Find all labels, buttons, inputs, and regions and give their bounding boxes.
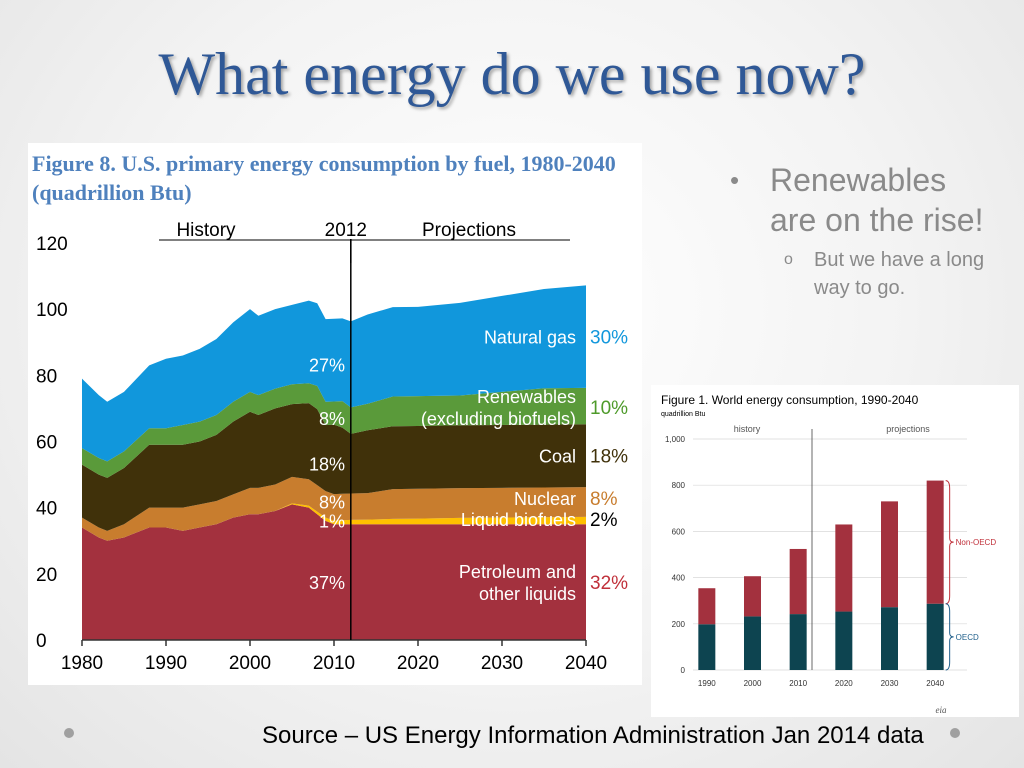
y-tick-label: 400 bbox=[672, 574, 686, 583]
bar-oecd bbox=[835, 611, 853, 670]
x-tick-label: 2030 bbox=[481, 653, 523, 674]
y-tick-label: 1,000 bbox=[665, 435, 686, 444]
percent-2040-5: 30% bbox=[590, 328, 628, 349]
source-caption: Source – US Energy Information Administr… bbox=[262, 722, 924, 749]
series-label-4: Renewables bbox=[477, 387, 576, 407]
y-tick-label: 0 bbox=[681, 666, 686, 675]
percent-2012-3: 18% bbox=[309, 455, 345, 475]
area-series-0 bbox=[82, 504, 586, 640]
x-tick-label: 2000 bbox=[744, 679, 762, 688]
slide-title: What energy do we use now? bbox=[158, 41, 866, 107]
x-tick-label: 2040 bbox=[565, 653, 607, 674]
header-projections: projections bbox=[886, 424, 930, 434]
bar-non-oecd bbox=[789, 548, 807, 615]
y-tick-label: 120 bbox=[36, 234, 68, 255]
x-tick-label: 1990 bbox=[145, 653, 187, 674]
world-energy-bar-chart: Figure 1. World energy consumption, 1990… bbox=[661, 393, 997, 715]
area-series-5 bbox=[82, 285, 586, 462]
area-series-2 bbox=[82, 476, 586, 541]
bullet-item: • Renewables are on the rise! bbox=[730, 160, 1000, 240]
nav-dot-left-icon bbox=[64, 728, 74, 738]
x-tick-label: 2020 bbox=[835, 679, 853, 688]
header-2012: 2012 bbox=[325, 220, 367, 241]
us-energy-chart-panel: 1980 1990 2000 2010 2020 2030 2040 0 20 40 60 80 100… bbox=[28, 143, 642, 685]
header-history: History bbox=[176, 220, 236, 241]
percent-2040-1: 2% bbox=[590, 510, 618, 531]
series-label-0: other liquids bbox=[479, 584, 576, 604]
x-tick-label: 2000 bbox=[229, 653, 271, 674]
area-series-3 bbox=[82, 403, 586, 531]
percent-2040-3: 18% bbox=[590, 447, 628, 468]
y-tick-label: 0 bbox=[36, 631, 47, 652]
y-tick-label: 100 bbox=[36, 300, 68, 321]
y-tick-label: 20 bbox=[36, 565, 57, 586]
y-tick-label: 60 bbox=[36, 433, 57, 454]
bar-oecd bbox=[926, 603, 944, 670]
series-label-3: Coal bbox=[539, 447, 576, 467]
percent-2040-0: 32% bbox=[590, 573, 628, 594]
series-label-2: Nuclear bbox=[514, 489, 576, 509]
area-series-4 bbox=[82, 383, 586, 478]
series-label-0: Petroleum and bbox=[459, 562, 576, 582]
y-tick-label: 40 bbox=[36, 499, 57, 520]
legend-oecd: OECD bbox=[956, 633, 979, 642]
bar-non-oecd bbox=[698, 588, 716, 625]
bar-non-oecd bbox=[926, 480, 944, 604]
x-tick-label: 2010 bbox=[313, 653, 355, 674]
us-energy-area-chart: 1980 1990 2000 2010 2020 2030 2040020406080100… bbox=[36, 220, 628, 674]
nav-dot-right-icon bbox=[950, 728, 960, 738]
series-label-4: (excluding biofuels) bbox=[421, 409, 576, 429]
oecd-bracket bbox=[945, 603, 954, 671]
x-tick-label: 2020 bbox=[397, 653, 439, 674]
y-tick-label: 200 bbox=[672, 620, 686, 629]
y-tick-label: 800 bbox=[672, 481, 686, 490]
percent-2012-5: 27% bbox=[309, 355, 345, 375]
area-series-1 bbox=[82, 503, 586, 541]
percent-2012-4: 8% bbox=[319, 409, 345, 429]
percent-2040-4: 10% bbox=[590, 398, 628, 419]
world-chart-unit: quadrillion Btu bbox=[661, 411, 705, 418]
chart-title: Figure 8. U.S. primary energy consumptio… bbox=[32, 151, 616, 205]
bar-non-oecd bbox=[881, 501, 898, 608]
percent-2012-0: 37% bbox=[309, 573, 345, 593]
series-label-1: Liquid biofuels bbox=[461, 510, 576, 530]
bar-oecd bbox=[789, 614, 807, 670]
percent-2040-2: 8% bbox=[590, 489, 618, 510]
non-oecd-bracket bbox=[945, 480, 954, 605]
sub-bullet-item: o But we have a long way to go. bbox=[730, 246, 1000, 302]
bar-non-oecd bbox=[835, 524, 853, 612]
y-tick-label: 80 bbox=[36, 366, 57, 387]
bar-oecd bbox=[881, 607, 898, 670]
bullet-list: • Renewables are on the rise! o But we h… bbox=[730, 160, 1000, 302]
x-tick-label: 2030 bbox=[881, 679, 899, 688]
y-tick-label: 600 bbox=[672, 527, 686, 536]
world-chart-title: Figure 1. World energy consumption, 1990… bbox=[661, 393, 919, 407]
x-tick-label: 1990 bbox=[698, 679, 716, 688]
bullet-text: Renewables are on the rise! bbox=[770, 162, 984, 238]
bar-oecd bbox=[698, 624, 716, 670]
world-energy-chart-panel: Figure 1. World energy consumption, 1990… bbox=[651, 385, 1019, 717]
header-projections: Projections bbox=[422, 220, 516, 241]
percent-2012-2: 8% bbox=[319, 492, 345, 512]
bar-non-oecd bbox=[744, 576, 761, 617]
sub-bullet-text: But we have a long way to go. bbox=[814, 249, 985, 299]
bar-oecd bbox=[744, 616, 761, 670]
sub-bullet-circle-icon: o bbox=[784, 251, 793, 268]
x-tick-label: 1980 bbox=[61, 653, 103, 674]
x-tick-label: 2040 bbox=[926, 679, 944, 688]
eia-logo: eia bbox=[936, 705, 947, 715]
x-tick-label: 2010 bbox=[789, 679, 807, 688]
legend-non-oecd: Non-OECD bbox=[956, 538, 997, 547]
header-history: history bbox=[734, 424, 761, 434]
percent-2012-1: 1% bbox=[319, 512, 345, 532]
bullet-dot-icon: • bbox=[730, 165, 740, 195]
series-label-5: Natural gas bbox=[484, 328, 576, 348]
